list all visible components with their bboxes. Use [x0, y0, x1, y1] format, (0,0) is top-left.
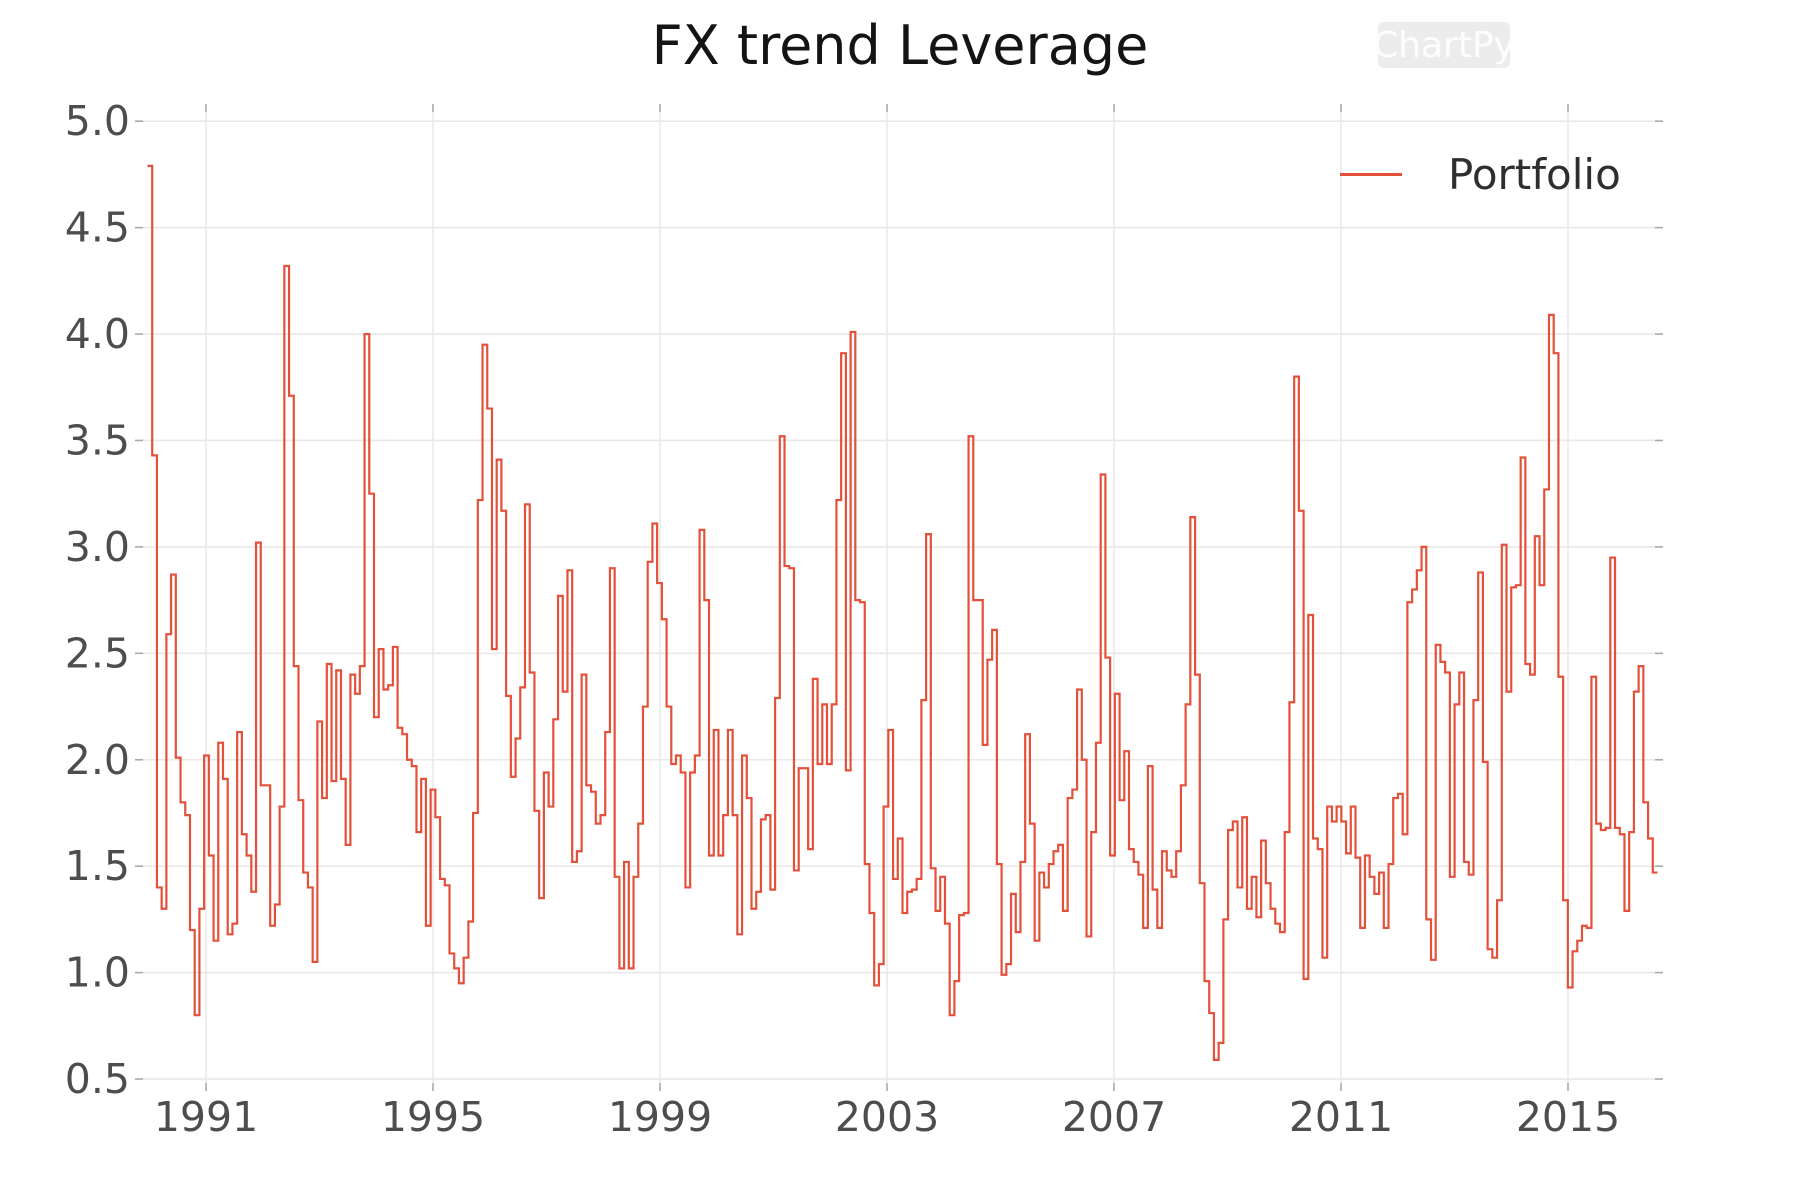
- x-axis-tick-label: 2015: [1516, 1093, 1620, 1141]
- chart-title: FX trend Leverage: [651, 14, 1149, 77]
- x-axis-tick-label: 1995: [381, 1093, 485, 1141]
- x-axis-tick-label: 1999: [608, 1093, 712, 1141]
- y-axis-tick-label: 5.0: [65, 97, 130, 145]
- legend-label: Portfolio: [1448, 150, 1621, 199]
- x-axis-tick-label: 2011: [1289, 1093, 1393, 1141]
- y-axis-tick-label: 2.0: [65, 736, 130, 784]
- y-axis-tick-label: 3.0: [65, 523, 130, 571]
- x-axis-tick-label: 1991: [154, 1093, 258, 1141]
- watermark-badge: ChartPy: [1373, 22, 1515, 68]
- y-axis-tick-label: 3.5: [65, 416, 130, 464]
- legend: Portfolio: [1340, 150, 1621, 199]
- x-axis-tick-label: 2003: [835, 1093, 939, 1141]
- legend-line-sample: [1340, 173, 1402, 176]
- portfolio-series-line: [147, 164, 1658, 1061]
- y-axis-tick-label: 4.0: [65, 310, 130, 358]
- y-axis-tick-label: 1.5: [65, 842, 130, 890]
- x-axis-tick-label: 2007: [1062, 1093, 1166, 1141]
- y-axis-tick-label: 2.5: [65, 629, 130, 677]
- y-axis-tick-label: 1.0: [65, 949, 130, 997]
- y-axis-tick-label: 4.5: [65, 204, 130, 252]
- watermark-text: ChartPy: [1373, 24, 1515, 66]
- y-axis-tick-label: 0.5: [65, 1055, 130, 1103]
